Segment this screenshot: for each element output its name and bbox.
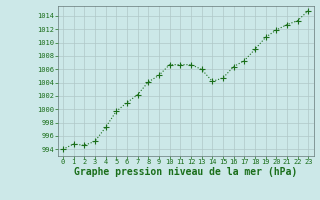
X-axis label: Graphe pression niveau de la mer (hPa): Graphe pression niveau de la mer (hPa) (74, 167, 297, 177)
